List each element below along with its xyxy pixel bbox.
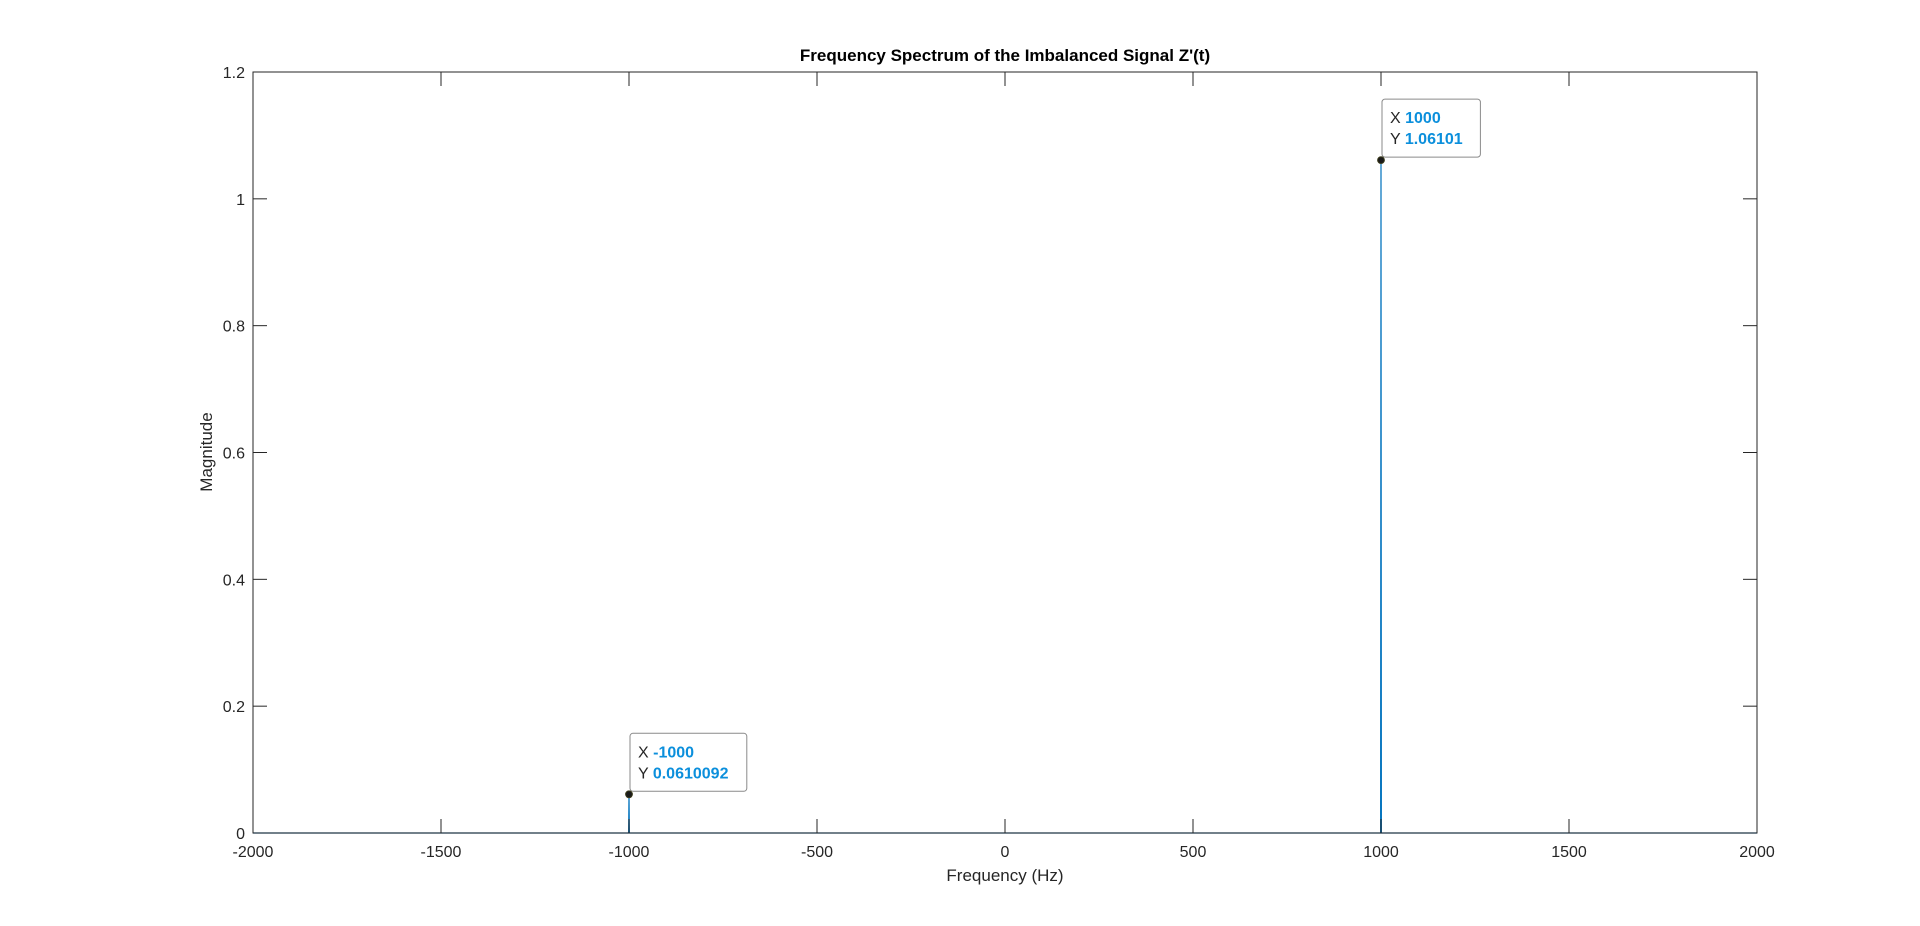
y-tick-label: 0.6 (223, 446, 245, 463)
datatip-y-key: Y (638, 765, 653, 782)
y-tick-label: 0.4 (223, 572, 245, 589)
y-tick-label: 0.8 (223, 319, 245, 336)
datatip-y-row: Y 1.06101 (1390, 131, 1463, 148)
x-tick-label: 2000 (1739, 844, 1775, 861)
datatip-x-value: -1000 (653, 744, 694, 761)
datatip-marker[interactable] (1377, 156, 1385, 165)
datatip-x-key: X (638, 744, 653, 761)
datatip-marker[interactable] (625, 790, 633, 799)
datatip-y-value: 1.06101 (1405, 131, 1463, 148)
y-axis-ticks: 0 0.2 0.4 0.6 0.8 1 1.2 (223, 65, 1757, 843)
x-tick-label: -1500 (421, 844, 462, 861)
datatip-box (1381, 98, 1481, 158)
y-tick-label: 0 (236, 826, 245, 843)
datatip-x-row: X 1000 (1390, 110, 1441, 127)
y-axis-label: Magnitude (197, 412, 216, 491)
x-tick-label: 1500 (1551, 844, 1587, 861)
y-tick-label: 0.2 (223, 699, 245, 716)
datatip-y-key: Y (1390, 131, 1405, 148)
datatip-box (629, 732, 748, 792)
datatip-x-row: X -1000 (638, 744, 694, 761)
datatip-y-row: Y 0.0610092 (638, 765, 729, 782)
x-axis-label: Frequency (Hz) (946, 866, 1063, 885)
x-tick-label: 500 (1180, 844, 1207, 861)
y-tick-label: 1.2 (223, 65, 245, 82)
x-tick-label: 1000 (1363, 844, 1399, 861)
x-tick-label: -2000 (233, 844, 274, 861)
plot-area (253, 72, 1757, 833)
datatip-x-value: 1000 (1405, 110, 1441, 127)
x-axis-ticks: -2000 -1500 -1000 -500 0 500 1000 1500 2000 (233, 72, 1775, 861)
datatip-y-value: 0.0610092 (653, 765, 729, 782)
x-tick-label: -500 (801, 844, 833, 861)
datatip-x-key: X (1390, 110, 1405, 127)
chart-title: Frequency Spectrum of the Imbalanced Sig… (800, 46, 1210, 65)
x-tick-label: -1000 (609, 844, 650, 861)
y-tick-label: 1 (236, 192, 245, 209)
x-tick-label: 0 (1001, 844, 1010, 861)
